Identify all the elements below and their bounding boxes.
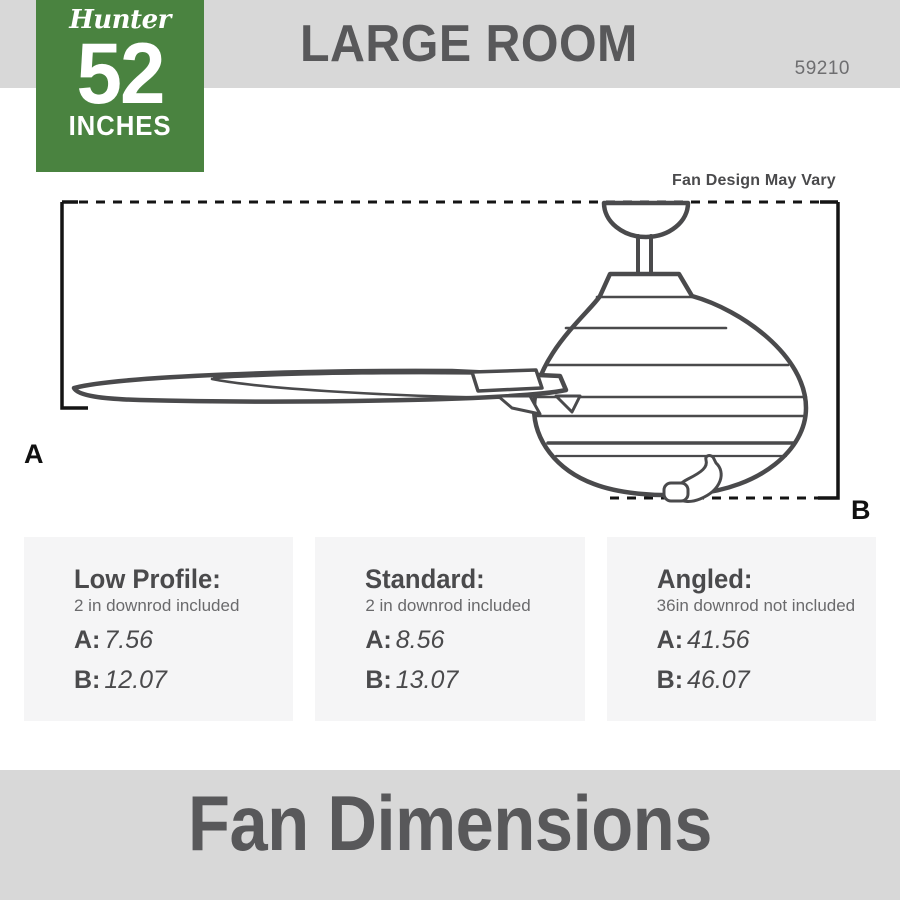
card-subtitle: 36in downrod not included	[656, 596, 856, 616]
card-row-value: 13.07	[395, 665, 459, 694]
dimension-a-label: A	[24, 439, 44, 469]
card-row-b: B: 46.07	[657, 665, 876, 696]
badge-size-unit: INCHES	[68, 110, 172, 142]
brand-logo: Hunter	[69, 5, 171, 35]
footer-bar	[0, 770, 900, 900]
blade-bracket-tip	[554, 394, 582, 414]
card-row-value: 8.56	[395, 626, 445, 655]
card-row-a: A: 41.56	[657, 625, 876, 656]
badge-size-number: 52	[76, 26, 165, 122]
card-row-key: A:	[74, 626, 101, 655]
dimension-cards: Low Profile: 2 in downrod included A: 7.5…	[0, 537, 900, 721]
footer-title: Fan Dimensions	[187, 779, 712, 867]
card-row-value: 41.56	[687, 626, 750, 655]
card-row-a: A: 7.56	[74, 625, 293, 656]
card-row-b: B: 13.07	[365, 665, 584, 696]
card-subtitle: 2 in downrod included	[365, 596, 531, 616]
card-row-key: A:	[365, 626, 392, 655]
card-row-key: B:	[74, 665, 101, 694]
dimension-a-line	[60, 200, 88, 410]
dimension-card-angled: Angled: 36in downrod not included A: 41.5…	[606, 537, 876, 721]
card-row-value: 12.07	[104, 665, 167, 694]
card-row-value: 7.56	[104, 626, 154, 655]
blade-iron	[470, 368, 544, 393]
blade-seam-lower	[210, 377, 568, 400]
card-title: Standard:	[365, 564, 486, 594]
card-row-a: A: 8.56	[365, 625, 584, 656]
card-row-b: B: 12.07	[74, 665, 293, 696]
blade-bracket-lower	[496, 394, 542, 416]
dimension-b-label: B	[851, 495, 871, 525]
card-row-key: B:	[656, 665, 684, 694]
card-title: Low Profile:	[74, 564, 221, 594]
card-subtitle: 2 in downrod included	[74, 596, 240, 616]
model-number: 59210	[794, 58, 850, 79]
size-badge: Hunter 52 INCHES	[36, 0, 204, 172]
card-title: Angled:	[656, 564, 753, 594]
page-title: LARGE ROOM	[300, 15, 638, 73]
card-row-key: B:	[365, 665, 392, 694]
dimension-card-standard: Standard: 2 in downrod included A: 8.56 B…	[315, 537, 585, 721]
ceiling-fan-illustration	[71, 200, 809, 503]
design-may-vary-note: Fan Design May Vary	[672, 172, 836, 189]
card-row-key: A:	[656, 626, 684, 655]
card-row-value: 46.07	[687, 665, 750, 694]
motor-housing	[531, 271, 809, 498]
dimension-card-low-profile: Low Profile: 2 in downrod included A: 7.5…	[24, 537, 294, 721]
fan-dimension-diagram: A B	[0, 150, 900, 540]
switch-button	[662, 481, 690, 503]
canopy	[601, 200, 691, 240]
dimension-b-line	[818, 200, 840, 500]
